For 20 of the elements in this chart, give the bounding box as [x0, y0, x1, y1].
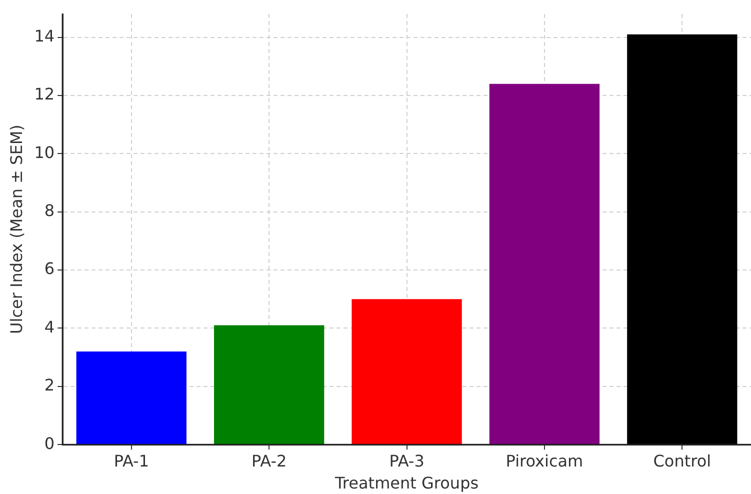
x-tick-label: Control: [653, 451, 712, 470]
bar: [627, 34, 738, 444]
y-tick-label: 8: [44, 201, 55, 220]
y-axis-title: Ulcer Index (Mean ± SEM): [6, 124, 26, 334]
bar: [76, 352, 186, 444]
y-tick-label: 14: [34, 26, 55, 46]
bar: [214, 325, 324, 444]
y-tick-label: 6: [44, 259, 55, 278]
y-tick-label: 4: [44, 317, 55, 336]
y-tick-label: 10: [34, 142, 55, 162]
bar: [489, 84, 600, 444]
y-tick-label: 0: [44, 434, 55, 453]
x-tick-label: PA-3: [389, 451, 424, 470]
x-tick-label: PA-2: [252, 451, 287, 470]
x-tick-label: Piroxicam: [506, 451, 584, 470]
bar: [352, 299, 462, 444]
y-tick-label: 12: [34, 84, 55, 104]
x-axis-title: Treatment Groups: [334, 474, 479, 493]
y-tick-label: 2: [44, 376, 55, 395]
x-tick-label: PA-1: [114, 451, 149, 470]
